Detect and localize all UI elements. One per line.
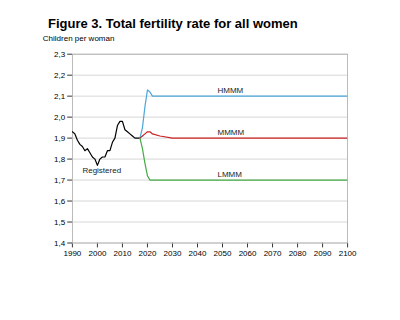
svg-text:1,6: 1,6 — [54, 197, 66, 206]
svg-text:MMMM: MMMM — [218, 128, 245, 137]
svg-text:2040: 2040 — [189, 249, 207, 258]
svg-text:2020: 2020 — [139, 249, 157, 258]
svg-text:2010: 2010 — [114, 249, 132, 258]
svg-text:2030: 2030 — [164, 249, 182, 258]
html-text:Figure 3. Total fertility rate: Figure 3. Total fertility rate for all w… — [48, 16, 298, 31]
svg-text:1990: 1990 — [64, 249, 82, 258]
svg-text:2070: 2070 — [264, 249, 282, 258]
svg-text:2000: 2000 — [89, 249, 107, 258]
svg-text:LMMM: LMMM — [218, 170, 243, 179]
svg-text:1,4: 1,4 — [54, 239, 66, 248]
svg-text:1,5: 1,5 — [54, 218, 66, 227]
svg-text:2100: 2100 — [339, 249, 357, 258]
svg-text:1,9: 1,9 — [54, 134, 66, 143]
svg-text:1,7: 1,7 — [54, 176, 66, 185]
svg-text:2,3: 2,3 — [54, 50, 66, 59]
svg-text:2060: 2060 — [239, 249, 257, 258]
svg-text:2,0: 2,0 — [54, 113, 66, 122]
svg-text:HMMM: HMMM — [218, 86, 244, 95]
svg-text:2,2: 2,2 — [54, 71, 66, 80]
svg-text:Children per woman: Children per woman — [43, 34, 115, 43]
svg-text:Registered: Registered — [82, 166, 121, 175]
svg-text:2050: 2050 — [214, 249, 232, 258]
svg-text:2,1: 2,1 — [54, 92, 66, 101]
svg-text:1,8: 1,8 — [54, 155, 66, 164]
svg-text:2090: 2090 — [314, 249, 332, 258]
svg-text:2080: 2080 — [289, 249, 307, 258]
